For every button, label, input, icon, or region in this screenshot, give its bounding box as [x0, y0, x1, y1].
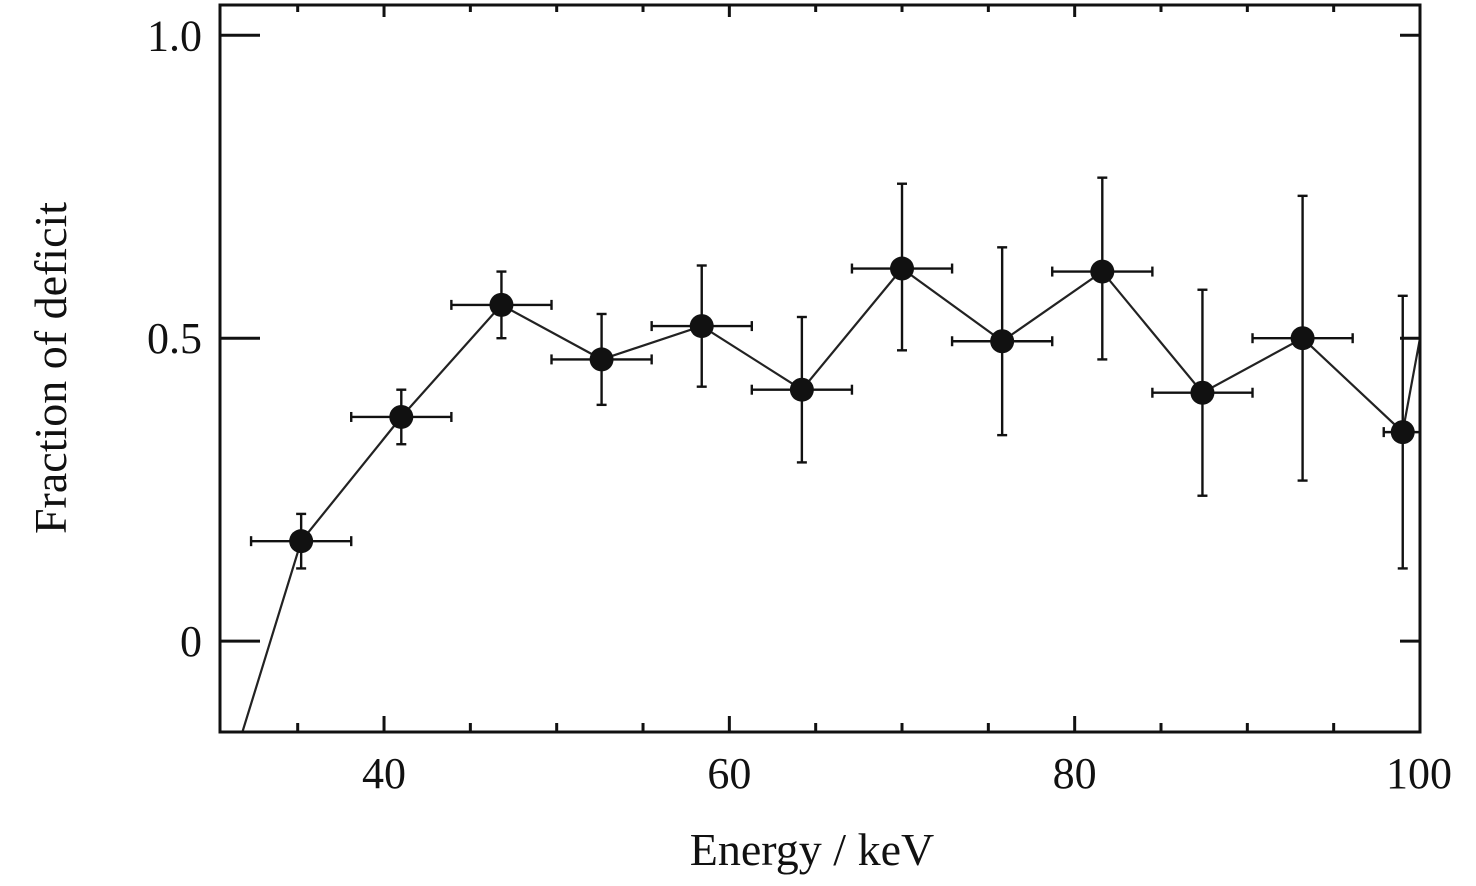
data-point — [1290, 326, 1315, 351]
y-axis-label: Fraction of deficit — [25, 202, 76, 534]
data-point — [890, 256, 915, 281]
plot-frame — [218, 3, 1422, 734]
data-point — [1390, 420, 1415, 445]
y-tick-label: 0 — [180, 617, 202, 666]
data-point — [689, 314, 714, 339]
data-point — [489, 292, 514, 317]
series-line — [241, 267, 1420, 732]
x-tick-label: 60 — [707, 749, 751, 798]
data-series — [241, 176, 1422, 732]
y-tick-label: 0.5 — [147, 314, 202, 363]
data-point — [289, 529, 314, 554]
x-tick-label: 40 — [362, 749, 406, 798]
data-point — [1190, 380, 1215, 405]
tick-labels: 0 0.5 1.0 40 60 80 100 — [147, 11, 1452, 798]
data-point — [789, 377, 814, 402]
x-axis-label: Energy / keV — [690, 824, 934, 875]
x-tick-label: 80 — [1053, 749, 1097, 798]
data-point — [589, 347, 614, 372]
data-point — [389, 404, 414, 429]
y-tick-label: 1.0 — [147, 11, 202, 60]
data-point — [1090, 259, 1115, 284]
x-tick-label: 100 — [1386, 749, 1452, 798]
data-point — [990, 329, 1015, 354]
